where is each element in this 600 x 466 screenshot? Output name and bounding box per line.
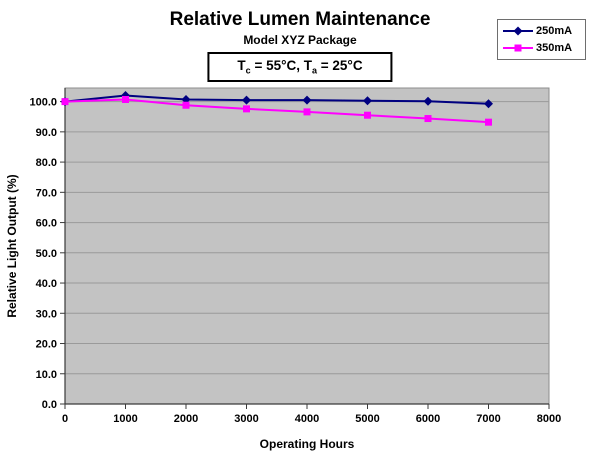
data-point-square (364, 111, 371, 119)
x-tick-label: 8000 (537, 413, 561, 425)
y-tick-label: 80.0 (36, 157, 57, 169)
series-line-350ma (64, 98, 489, 124)
series-line-250ma (64, 94, 489, 105)
data-point-diamond (363, 96, 372, 106)
data-point-diamond (484, 99, 493, 109)
y-tick-label: 90.0 (36, 127, 57, 139)
chart-subtitle: Model XYZ Package (243, 33, 357, 47)
y-tick-label: 100.0 (29, 97, 57, 109)
data-point-diamond (302, 95, 312, 105)
plot-area-background (64, 87, 550, 405)
legend: 250mA 350mA (497, 19, 586, 60)
data-point-square (61, 98, 69, 106)
y-tick-label: 20.0 (36, 339, 57, 351)
y-tick-label: 70.0 (36, 187, 57, 199)
legend-line-square-icon (503, 44, 533, 52)
y-axis-title: Relative Light Output (%) (5, 174, 19, 317)
data-point-square (424, 115, 432, 123)
x-tick-label: 4000 (295, 413, 319, 425)
x-tick-label: 6000 (416, 413, 440, 425)
x-tick-label: 2000 (174, 413, 198, 425)
y-tick-label: 0.0 (42, 399, 57, 411)
x-tick-label: 5000 (355, 413, 379, 425)
x-axis-title: Operating Hours (260, 437, 355, 451)
legend-line-diamond-icon (503, 26, 533, 36)
annotation-box: Tc = 55°C, Ta = 25°C (207, 52, 393, 82)
data-point-square (182, 101, 190, 109)
y-tick-label: 30.0 (36, 308, 57, 320)
legend-item-250ma: 250mA (503, 25, 585, 37)
x-tick-label: 7000 (476, 413, 500, 425)
x-tick-label: 1000 (113, 413, 137, 425)
y-tick-label: 40.0 (36, 278, 57, 290)
data-point-square (243, 105, 250, 113)
y-tick-label: 10.0 (36, 369, 57, 381)
legend-label: 250mA (536, 25, 573, 37)
y-tick-label: 60.0 (36, 218, 57, 230)
plot-generated-layer: 0 1000 2000 3000 4000 5000 6000 7000 8000 0.0 10.0… (29, 87, 561, 425)
data-point-diamond (242, 95, 251, 105)
x-tick-label: 0 (62, 413, 68, 425)
data-point-diamond (423, 96, 433, 106)
x-tick-label: 3000 (234, 413, 258, 425)
data-point-square (303, 108, 311, 116)
data-point-square (485, 118, 492, 126)
y-tick-label: 50.0 (36, 248, 57, 260)
legend-item-350ma: 350mA (503, 42, 585, 54)
annotation-text: Tc = 55°C, Ta = 25°C (237, 58, 363, 76)
chart-title: Relative Lumen Maintenance (169, 9, 431, 30)
legend-label: 350mA (536, 42, 573, 54)
data-point-square (122, 95, 129, 103)
